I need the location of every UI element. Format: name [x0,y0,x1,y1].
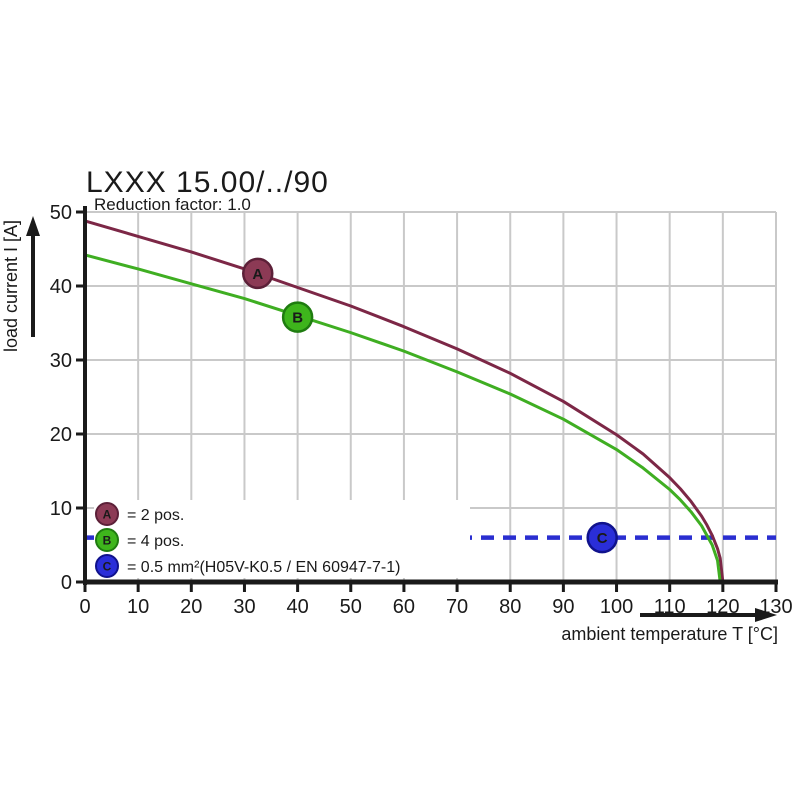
legend-row: A = 2 pos. [95,502,184,526]
chart-subtitle: Reduction factor: 1.0 [94,195,251,214]
legend-row: B = 4 pos. [95,528,184,552]
x-tick-label: 120 [706,596,739,618]
y-axis-arrow-icon [26,216,40,337]
x-axis-arrow-icon [640,608,777,622]
x-tick-label: 40 [286,596,308,618]
legend-marker-b-icon [95,528,119,552]
legend-item-label: = 2 pos. [127,507,184,524]
x-tick-label: 90 [552,596,574,618]
legend-background [94,500,470,578]
y-tick-label: 40 [50,276,72,298]
marker-letter: A [252,266,263,283]
marker-b: B [281,301,314,333]
legend-marker-a-icon [95,502,119,526]
x-axis-label: ambient temperature T [°C] [561,624,778,644]
x-tick-label: 0 [79,596,90,618]
x-tick-label: 10 [127,596,149,618]
chart-title: LXXX 15.00/../90 [86,166,329,199]
y-tick-label: 0 [61,572,72,594]
y-tick-label: 20 [50,424,72,446]
marker-b-circle-icon [281,301,314,333]
x-tick-label: 70 [446,596,468,618]
legend-marker-letter: A [103,508,112,522]
curve-b [84,253,722,583]
x-tick-label: 100 [600,596,633,618]
marker-c: C [586,521,618,554]
y-tick-label: 10 [50,498,72,520]
legend-marker-letter: C [103,560,112,574]
legend-row: C = 0.5 mm²(H05V-K0.5 / EN 60947-7-1) [95,554,400,578]
curve-markers: A B C [242,257,618,554]
marker-letter: C [597,530,608,547]
x-tick-label: 110 [654,596,686,618]
x-tick-label: 60 [393,596,415,618]
marker-a: A [242,257,274,290]
x-tick-label: 20 [180,596,202,618]
x-tick-label: 80 [499,596,521,618]
marker-c-circle-icon [586,521,618,554]
marker-a-circle-icon [242,257,274,290]
marker-letter: B [292,310,303,327]
x-tick-label: 30 [233,596,255,618]
legend-marker-letter: B [103,534,112,548]
legend-marker-c-icon [95,554,119,578]
legend-item-label: = 4 pos. [127,533,184,550]
y-axis-label: load current I [A] [1,220,21,352]
legend-item-label: = 0.5 mm²(H05V-K0.5 / EN 60947-7-1) [127,559,400,576]
y-tick-label: 50 [50,202,72,224]
legend: A = 2 pos. B = 4 pos. C = 0.5 mm²(H05V-K0.5 /… [94,500,470,578]
y-tick-label: 30 [50,350,72,372]
x-tick-label: 50 [340,596,362,618]
